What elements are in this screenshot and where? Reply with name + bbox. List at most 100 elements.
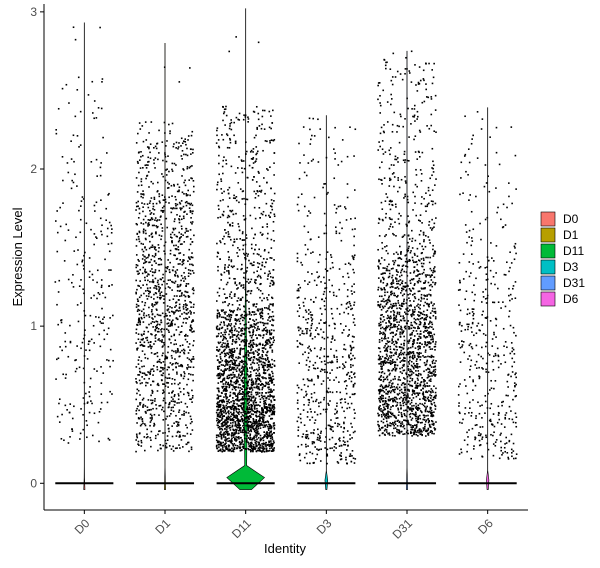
data-point xyxy=(167,322,170,324)
data-point xyxy=(253,446,256,448)
data-point xyxy=(305,174,308,177)
data-point xyxy=(255,105,258,108)
data-point xyxy=(175,258,178,260)
data-point xyxy=(139,159,141,161)
data-point xyxy=(146,406,149,409)
data-point xyxy=(252,333,254,336)
data-point xyxy=(233,446,236,449)
data-point xyxy=(56,210,58,212)
data-point xyxy=(238,408,240,411)
data-point xyxy=(259,405,261,407)
data-point xyxy=(262,149,264,152)
data-point xyxy=(150,310,153,313)
data-point xyxy=(247,278,250,281)
data-point xyxy=(412,259,414,262)
data-point xyxy=(271,122,274,124)
data-point xyxy=(235,407,238,410)
data-point xyxy=(340,303,343,306)
data-point xyxy=(227,343,229,345)
data-point xyxy=(349,344,352,347)
data-point xyxy=(228,360,231,363)
data-point xyxy=(141,372,144,374)
data-point xyxy=(233,362,236,365)
data-point xyxy=(416,384,418,387)
data-point xyxy=(245,408,248,410)
data-point xyxy=(220,399,223,402)
data-point xyxy=(172,406,174,409)
data-point xyxy=(270,139,273,141)
data-point xyxy=(350,422,352,425)
data-point xyxy=(99,408,102,410)
data-point xyxy=(74,370,77,373)
data-point xyxy=(151,313,154,315)
data-point xyxy=(351,307,354,310)
data-point xyxy=(91,434,94,437)
data-point xyxy=(324,447,326,449)
data-point xyxy=(175,248,178,250)
data-point xyxy=(139,320,141,322)
data-point xyxy=(383,346,385,349)
data-point xyxy=(223,111,226,113)
data-point xyxy=(258,190,261,192)
data-point xyxy=(239,383,241,386)
data-point xyxy=(246,416,248,419)
data-point xyxy=(142,166,144,169)
data-point xyxy=(180,373,182,376)
data-point xyxy=(299,417,302,420)
data-point xyxy=(264,192,266,195)
data-point xyxy=(140,178,143,180)
data-point xyxy=(227,444,230,446)
data-point xyxy=(58,421,61,423)
data-point xyxy=(148,186,150,188)
data-point xyxy=(320,328,322,331)
data-point xyxy=(242,429,245,431)
data-point xyxy=(392,280,394,282)
data-point xyxy=(141,272,144,275)
data-point xyxy=(268,317,270,319)
data-point xyxy=(157,279,159,282)
data-point xyxy=(250,324,253,327)
data-point xyxy=(218,377,221,379)
data-point xyxy=(171,425,173,427)
data-point xyxy=(308,345,310,348)
data-point xyxy=(228,303,231,305)
data-point xyxy=(66,162,69,164)
data-point xyxy=(243,393,245,396)
data-point xyxy=(144,424,147,427)
data-point xyxy=(268,443,271,446)
data-point xyxy=(185,236,188,238)
data-point xyxy=(343,348,345,350)
data-point xyxy=(188,358,191,361)
data-point xyxy=(223,365,226,367)
data-point xyxy=(252,396,255,399)
data-point xyxy=(249,341,252,344)
data-point xyxy=(230,413,233,416)
data-point xyxy=(251,397,253,399)
data-point xyxy=(240,314,242,317)
data-point xyxy=(192,320,195,322)
data-point xyxy=(323,300,326,303)
data-point xyxy=(231,303,234,306)
data-point xyxy=(240,411,242,414)
data-point xyxy=(163,298,165,300)
data-point xyxy=(184,335,187,337)
data-point xyxy=(298,142,300,145)
data-point xyxy=(166,322,169,325)
data-point xyxy=(169,261,171,264)
data-point xyxy=(151,271,154,273)
data-point xyxy=(343,283,346,285)
data-point xyxy=(220,444,222,446)
data-point xyxy=(177,362,179,365)
data-point xyxy=(236,417,239,419)
data-point xyxy=(227,231,230,233)
data-point xyxy=(235,410,238,413)
data-point xyxy=(150,322,152,325)
data-point xyxy=(252,447,255,449)
data-point xyxy=(226,328,229,330)
data-point xyxy=(237,356,240,358)
data-point xyxy=(183,351,185,354)
data-point xyxy=(269,341,271,344)
data-point xyxy=(153,255,156,258)
data-point xyxy=(244,114,247,116)
data-point xyxy=(243,388,246,391)
